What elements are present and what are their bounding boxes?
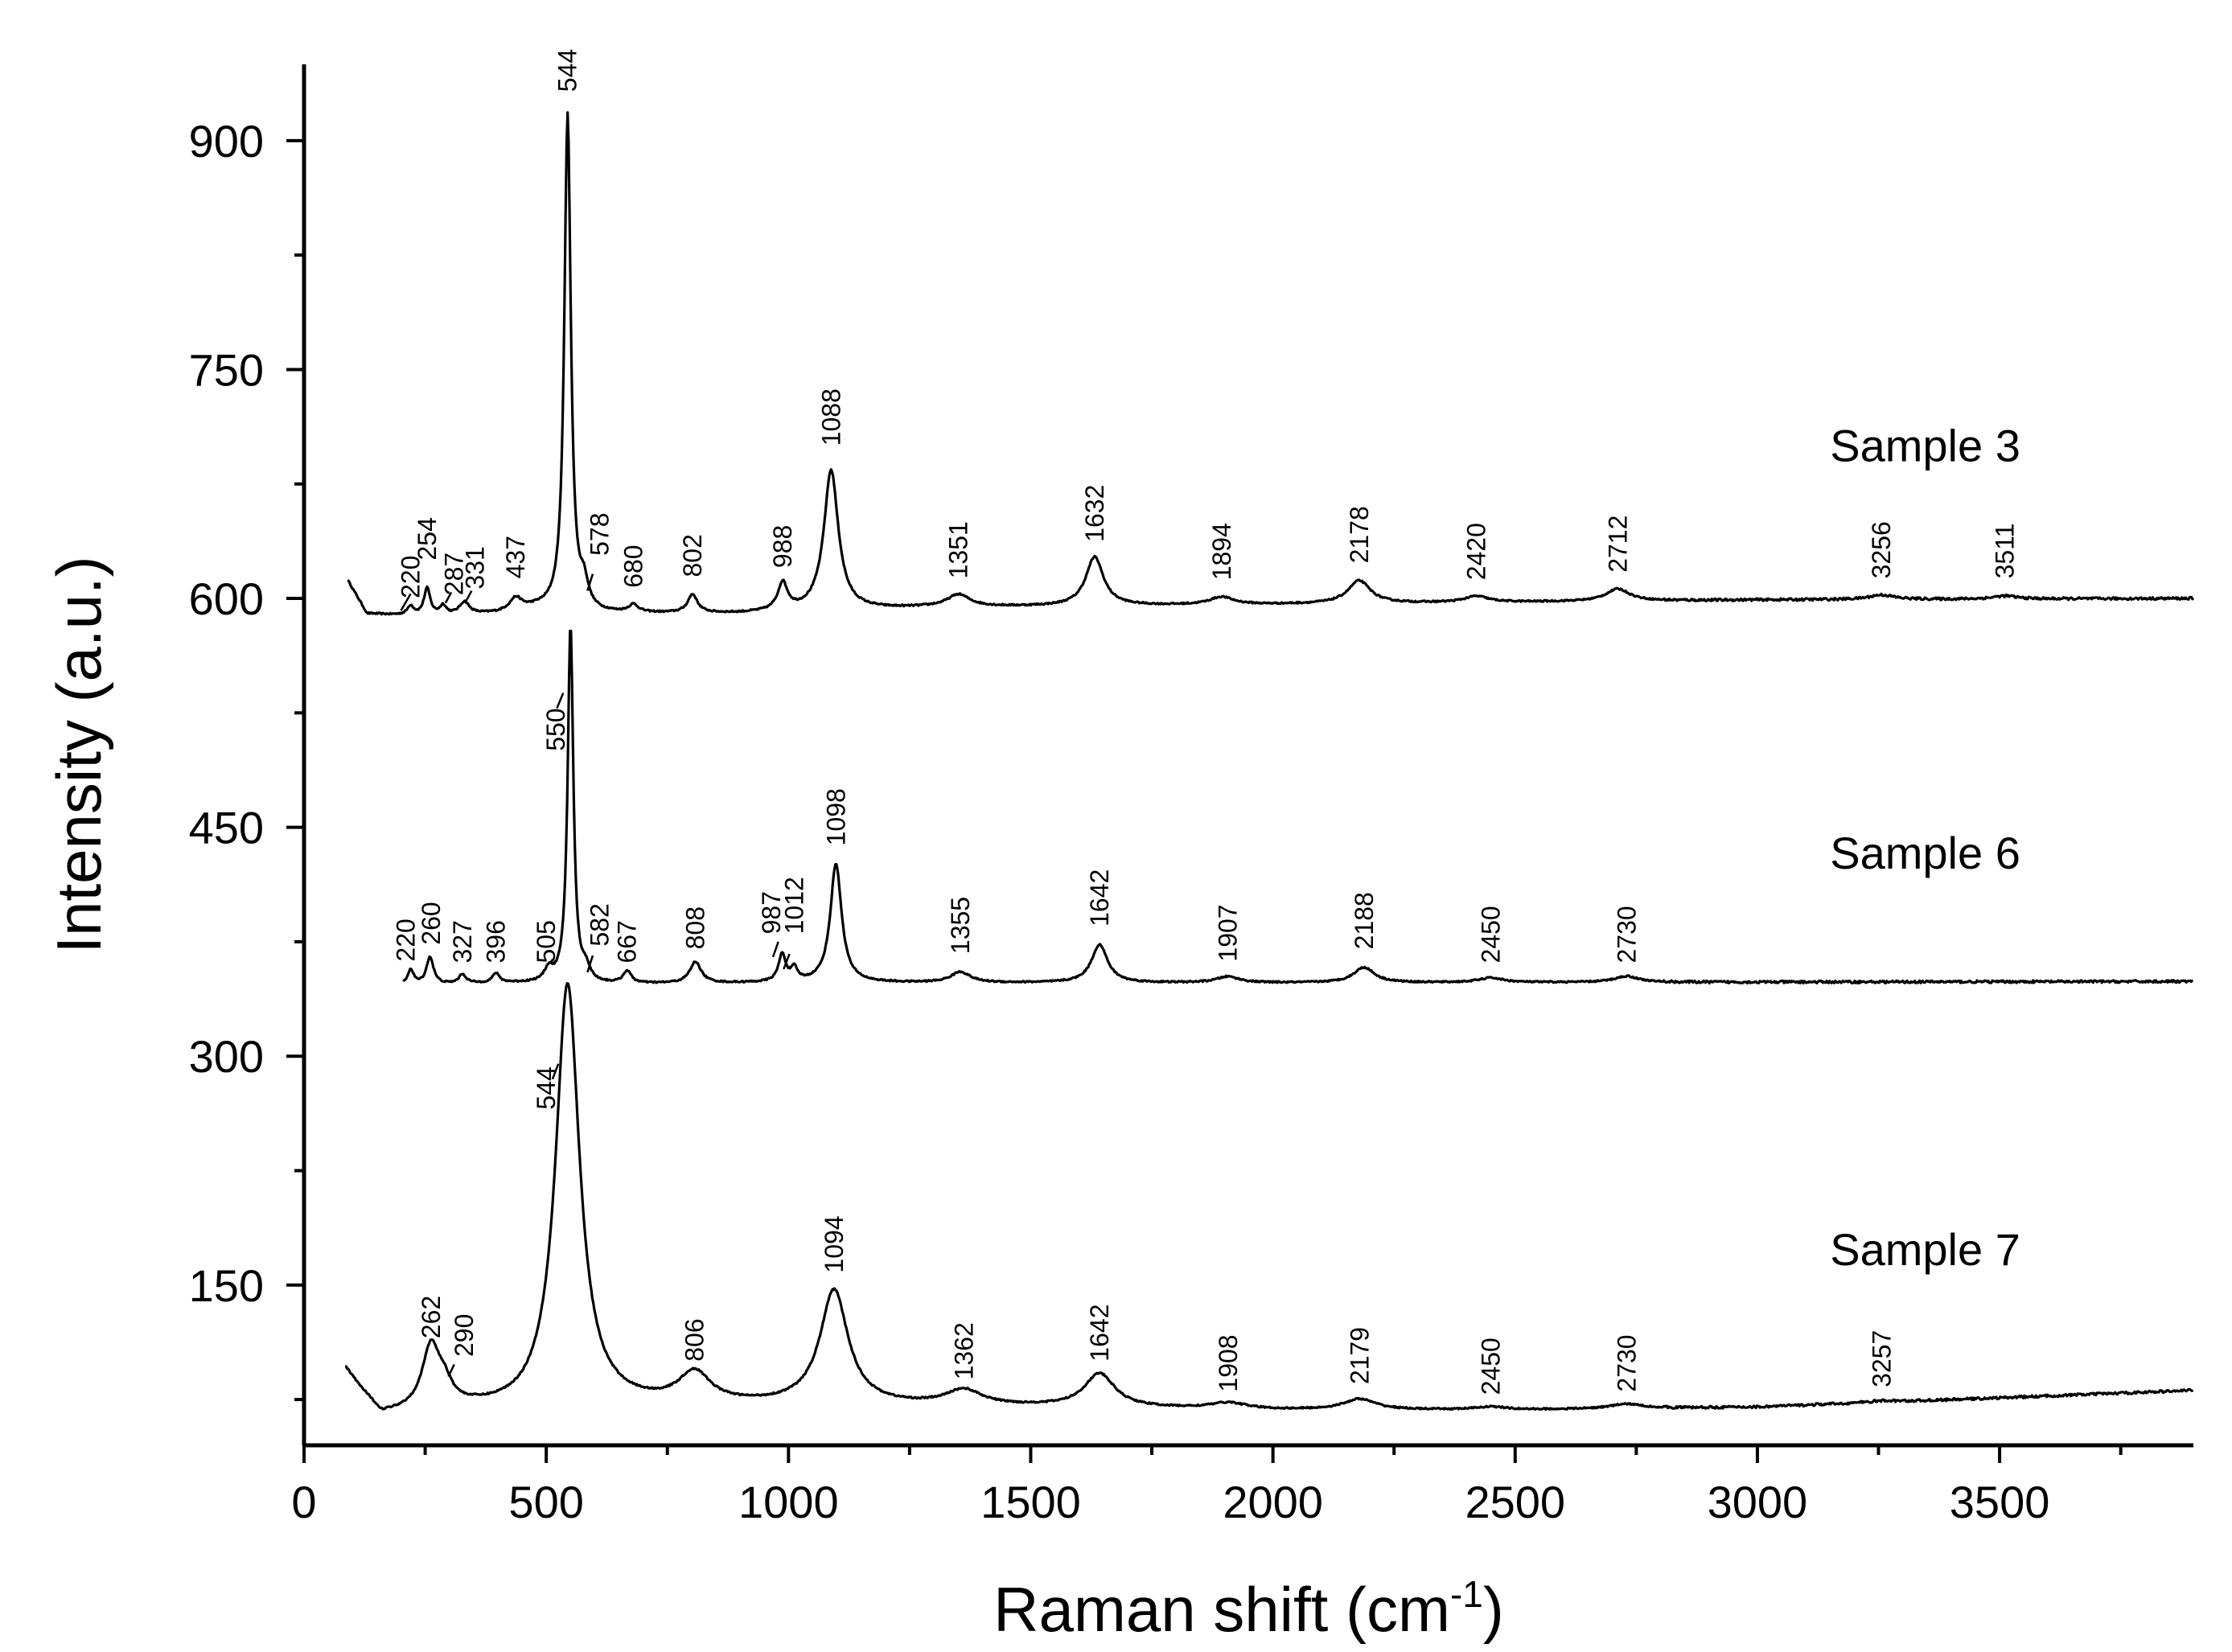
- peak-leader-line: [771, 941, 779, 958]
- peak-label: 3511: [1991, 524, 2020, 579]
- peak-label: 2450: [1477, 906, 1506, 963]
- peak-label: 1351: [944, 521, 973, 578]
- peak-label: 260: [417, 902, 446, 944]
- peak-label: 1355: [946, 897, 975, 954]
- peak-label: 987: [757, 891, 786, 934]
- y-tick-label: 150: [189, 1260, 264, 1311]
- peak-label: 1894: [1207, 523, 1236, 580]
- peak-label: 262: [417, 1296, 446, 1338]
- x-tick-label: 2500: [1465, 1477, 1565, 1527]
- x-tick-label: 3500: [1950, 1477, 2050, 1527]
- peak-label: 254: [413, 517, 442, 560]
- spectrum-line-sample-7: [344, 982, 2194, 1412]
- x-axis-title-text: Raman shift (cm: [993, 1574, 1450, 1645]
- series-label: Sample 7: [1830, 1224, 2020, 1275]
- spectrum-line-sample-6: [402, 629, 2194, 984]
- peak-label: 437: [501, 536, 530, 578]
- spectra-traces: [344, 111, 2195, 1412]
- peak-label: 544: [532, 1066, 561, 1109]
- peak-leader-line: [783, 953, 791, 970]
- peak-label: 578: [585, 513, 614, 556]
- peak-leader-line: [586, 955, 594, 973]
- peak-label: 220: [392, 918, 421, 961]
- peak-leader-line: [556, 692, 565, 709]
- peak-label: 1098: [821, 788, 850, 845]
- peak-label: 290: [450, 1314, 479, 1357]
- peak-leader-line: [444, 591, 453, 604]
- x-tick-label: 3000: [1708, 1477, 1808, 1527]
- series-label: Sample 6: [1830, 828, 2020, 878]
- peak-label: 2730: [1612, 906, 1641, 963]
- peak-label: 331: [461, 546, 490, 589]
- peak-label: 802: [678, 534, 707, 577]
- series-label: Sample 3: [1830, 420, 2020, 471]
- peak-label: 582: [585, 903, 614, 946]
- x-axis-title: Raman shift (cm-1): [993, 1573, 1504, 1645]
- y-tick-label: 750: [189, 344, 264, 395]
- peak-leader-line: [551, 1063, 560, 1080]
- peak-label: 1362: [949, 1322, 978, 1379]
- peak-label: 2420: [1462, 523, 1491, 580]
- peak-label: 1094: [820, 1215, 849, 1272]
- x-tick-label: 1500: [980, 1477, 1081, 1527]
- x-tick-label: 500: [508, 1477, 583, 1527]
- peak-label: 2730: [1612, 1334, 1641, 1391]
- x-tick-label: 2000: [1223, 1477, 1323, 1527]
- peak-label: 806: [680, 1318, 709, 1361]
- peak-label: 544: [553, 49, 582, 92]
- x-tick-label: 1000: [738, 1477, 839, 1527]
- peak-label: 1642: [1085, 1305, 1114, 1362]
- peak-label: 2179: [1345, 1327, 1374, 1384]
- peak-label: 220: [397, 556, 425, 598]
- x-axis-ticks: 0 500 1000 1500 2000 2500 3000 3500: [291, 1445, 2123, 1527]
- peak-leader-line: [400, 593, 412, 611]
- peak-label: 505: [532, 920, 561, 963]
- peak-label: 1012: [780, 877, 809, 934]
- y-axis-ticks: 150 300 450 600 750 900: [189, 116, 304, 1402]
- peak-label: 1642: [1085, 869, 1114, 927]
- y-tick-label: 900: [189, 116, 264, 166]
- x-axis-title-superscript: -1: [1450, 1573, 1483, 1615]
- peak-label: 396: [482, 920, 511, 963]
- peak-label: 1088: [816, 388, 845, 446]
- peak-label: 1632: [1080, 485, 1109, 542]
- peak-label: 2178: [1345, 506, 1374, 563]
- y-tick-label: 450: [189, 803, 264, 853]
- peak-label: 988: [768, 525, 797, 568]
- peak-label: 287: [440, 553, 469, 595]
- peak-label: 680: [619, 545, 648, 587]
- peak-label: 808: [681, 906, 710, 949]
- peak-label: 3257: [1868, 1330, 1897, 1387]
- peak-label: 667: [613, 920, 642, 963]
- peak-leader-line: [586, 573, 594, 591]
- peak-label: 550: [541, 708, 570, 750]
- peak-label: 327: [448, 920, 477, 963]
- peak-label: 3256: [1867, 521, 1896, 578]
- x-axis-title-close: ): [1483, 1574, 1504, 1645]
- peak-label: 1908: [1214, 1334, 1243, 1391]
- x-tick-label: 0: [291, 1477, 316, 1527]
- y-tick-label: 600: [189, 573, 264, 624]
- y-tick-label: 300: [189, 1031, 264, 1082]
- peak-label: 2712: [1604, 516, 1633, 573]
- peak-label: 2450: [1477, 1338, 1506, 1395]
- y-axis-title: Intensity (a.u.): [43, 556, 114, 953]
- series-labels: Sample 3 Sample 6 Sample 7: [1830, 420, 2020, 1275]
- peak-leader-line: [447, 1363, 455, 1378]
- peak-label: 2188: [1350, 892, 1379, 949]
- peak-leader-line: [465, 590, 473, 602]
- spectrum-line-sample-3: [347, 111, 2195, 616]
- peak-label: 1907: [1214, 904, 1243, 961]
